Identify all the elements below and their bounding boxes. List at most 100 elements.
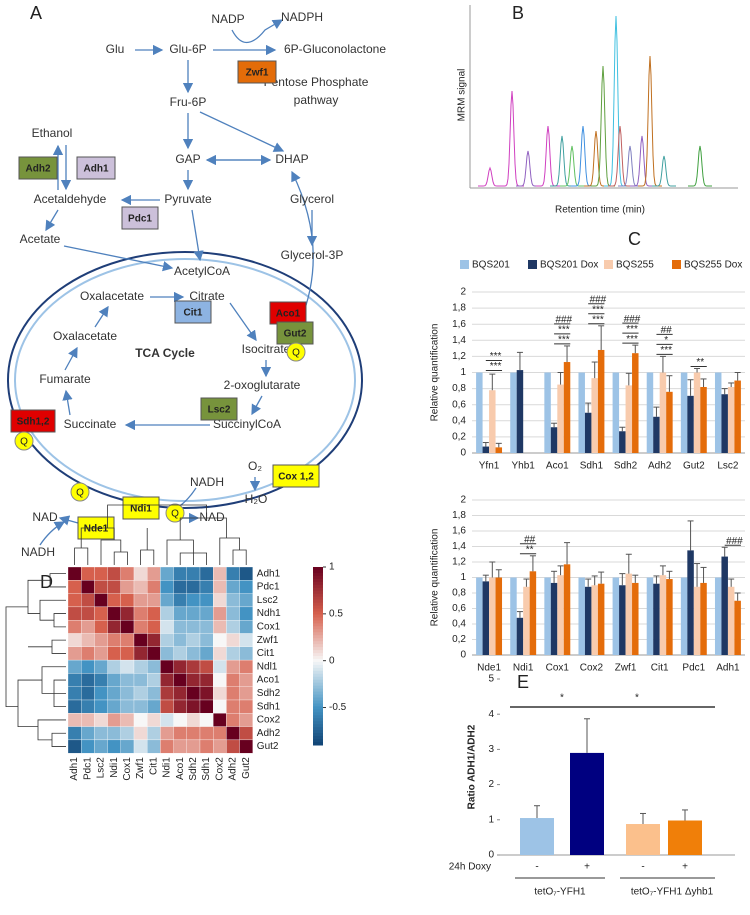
y-tick-label: 1 [460, 367, 466, 378]
heatmap-cell [186, 699, 201, 714]
significance: ## [524, 534, 536, 545]
colorbar-segment [313, 641, 323, 645]
heatmap-cell [147, 713, 161, 727]
heatmap-cell [120, 566, 135, 581]
error-bar [734, 372, 741, 381]
quinone-label: Q [171, 509, 179, 520]
heatmap-cell [147, 659, 161, 674]
heatmap-cell [199, 659, 214, 674]
error-bar [495, 569, 502, 578]
enzyme-label: Zwf1 [246, 68, 269, 79]
heatmap-cell [239, 686, 253, 701]
heatmap-cell [107, 673, 121, 687]
colorbar-segment [313, 673, 323, 678]
error-bar [653, 575, 660, 584]
significance: *** [558, 325, 570, 336]
row-label: Adh2 [257, 728, 281, 739]
error-bar [591, 361, 598, 379]
heatmap-cell [186, 646, 201, 661]
arrow [45, 209, 59, 232]
bar [544, 577, 551, 655]
heatmap-cell [133, 686, 148, 701]
row-label: Zwf1 [257, 635, 279, 646]
error-bar [591, 575, 598, 586]
heatmap-cell [94, 739, 108, 754]
colorbar-segment [313, 730, 323, 734]
colorbar-segment [313, 739, 323, 743]
y-tick-label: 0,6 [452, 603, 466, 614]
bar [584, 412, 592, 453]
colorbar-segment [313, 691, 323, 696]
error-bar [598, 571, 605, 584]
x-axis-label: Retention time (min) [555, 205, 645, 216]
bar [666, 579, 673, 655]
y-axis-label: Ratio ADH1/ADH2 [467, 724, 478, 809]
row-label: Aco1 [257, 675, 280, 686]
heatmap-cell [133, 580, 148, 594]
enzyme-label: Nde1 [84, 524, 109, 535]
heatmap-cell [213, 606, 227, 621]
metabolite: Acetate [20, 232, 61, 246]
heatmap-cell [160, 620, 174, 634]
error-bar [598, 325, 605, 350]
heatmap-cell [94, 713, 108, 727]
heatmap-cell [94, 659, 108, 674]
error-bar [728, 382, 735, 387]
error-bar [666, 375, 673, 392]
error-bar [529, 555, 536, 572]
error-bar [694, 367, 701, 373]
error-bar [557, 565, 564, 576]
colorbar-segment [313, 685, 323, 690]
metabolite: SuccinylCoA [213, 417, 281, 431]
significance: *** [490, 361, 502, 372]
heatmap-cell [94, 686, 108, 701]
row-label: Lsc2 [257, 595, 279, 606]
enzyme-label: Adh2 [26, 164, 51, 175]
row-label: Gut2 [257, 741, 279, 752]
colorbar-segment [313, 620, 323, 624]
heatmap-cell [94, 726, 108, 741]
quinone [70, 482, 90, 502]
heatmap-cell [239, 699, 253, 714]
enzyme-box [18, 156, 58, 180]
heatmap-cell [81, 686, 95, 701]
significance: *** [490, 351, 502, 362]
x-tick-label: Yfn1 [479, 461, 500, 472]
bar [632, 582, 639, 655]
heatmap-cell [160, 566, 174, 581]
x-tick-label: Cit1 [651, 663, 669, 674]
colorbar-segment [313, 567, 323, 571]
y-tick-label: 1,6 [452, 526, 466, 537]
heatmap-cell [133, 713, 148, 727]
enzyme-label: Cit1 [184, 308, 203, 319]
colorbar-segment [313, 650, 323, 654]
bar [550, 427, 558, 453]
bar [557, 384, 564, 453]
heatmap-cell [67, 686, 82, 701]
heatmap-cell [199, 713, 214, 727]
row-label: Cox2 [257, 715, 281, 726]
error-bar [585, 402, 592, 413]
legend-swatch [460, 260, 469, 269]
heatmap-cell [147, 606, 161, 621]
error-bar [625, 553, 632, 574]
heatmap-cell [67, 713, 82, 727]
heatmap-cell [133, 593, 148, 608]
heatmap-cell [239, 580, 253, 594]
colorbar-segment [313, 611, 323, 615]
heatmap-cell [120, 620, 135, 634]
heatmap-cell [173, 726, 187, 741]
chromatogram-trace [608, 125, 632, 187]
colorbar-segment [313, 694, 323, 699]
bar [612, 372, 620, 453]
x-tick-label: Gut2 [683, 461, 705, 472]
y-tick-label: 2 [460, 495, 466, 506]
heatmap-cell [186, 606, 201, 621]
row-label: Ndl1 [257, 661, 278, 672]
dendrogram [74, 527, 155, 565]
enzyme-label: Ndi1 [130, 504, 152, 515]
column-label: Zwf1 [135, 757, 146, 779]
bar [714, 577, 722, 655]
bar [591, 378, 598, 453]
metabolite: GAP [175, 152, 200, 166]
